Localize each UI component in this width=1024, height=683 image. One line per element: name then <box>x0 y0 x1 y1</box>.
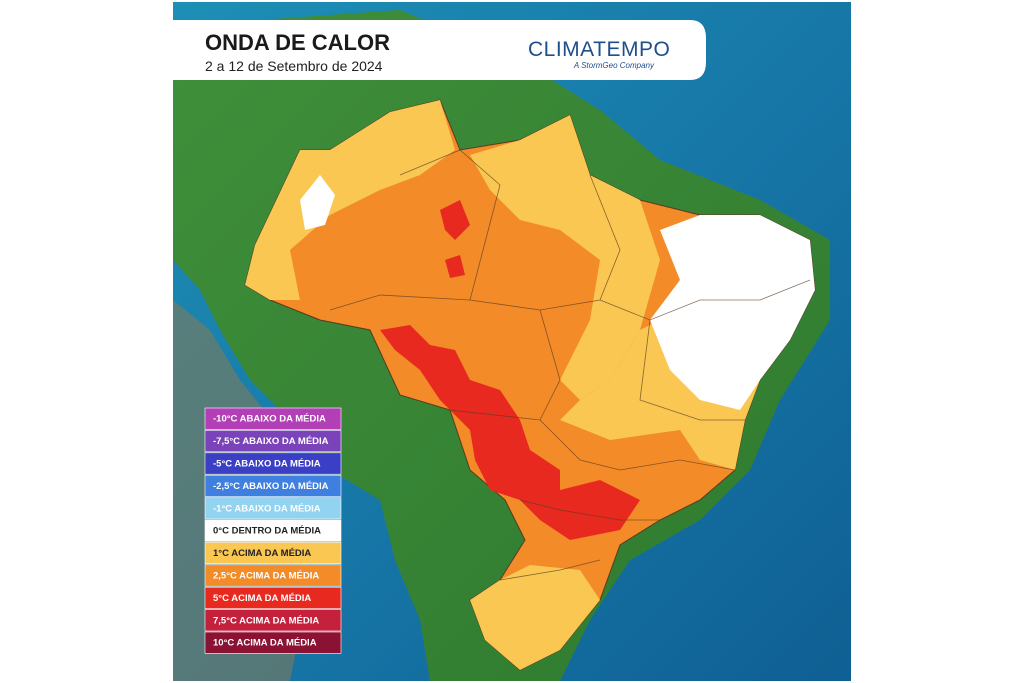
legend-swatch <box>204 586 342 609</box>
legend-swatch <box>204 519 342 542</box>
legend-swatch <box>204 474 342 497</box>
legend-label: 7,5°C ACIMA DA MÉDIA <box>213 615 319 626</box>
logo: CLIMATEMPO <box>528 38 670 61</box>
subtitle: 2 a 12 de Setembro de 2024 <box>205 58 383 74</box>
anomaly-area <box>470 565 600 670</box>
legend-label: -10°C ABAIXO DA MÉDIA <box>213 414 326 425</box>
anomaly-area <box>440 200 470 240</box>
title: ONDA DE CALOR <box>205 30 390 55</box>
legend-label: 2,5°C ACIMA DA MÉDIA <box>213 571 319 582</box>
state-borders <box>329 149 811 581</box>
legend-label: 5°C ACIMA DA MÉDIA <box>213 593 311 604</box>
anomaly-area <box>470 115 660 400</box>
anomaly-area <box>380 325 640 540</box>
legend: -10°C ABAIXO DA MÉDIA -7,5°C ABAIXO DA MÉ… <box>204 407 342 654</box>
legend-label: -5°C ABAIXO DA MÉDIA <box>213 459 321 470</box>
legend-swatch <box>204 407 342 430</box>
legend-label: -2,5°C ABAIXO DA MÉDIA <box>213 481 329 492</box>
legend-swatch <box>204 452 342 475</box>
legend-label: 1°C ACIMA DA MÉDIA <box>213 548 311 559</box>
legend-label: -7,5°C ABAIXO DA MÉDIA <box>213 436 329 447</box>
anomaly-area <box>445 255 465 278</box>
legend-swatch <box>204 542 342 565</box>
anomaly-area <box>650 215 815 410</box>
legend-label: 10°C ACIMA DA MÉDIA <box>213 638 317 649</box>
legend-swatch <box>204 631 342 654</box>
legend-swatch <box>204 497 342 520</box>
legend-swatch <box>204 564 342 587</box>
anomaly-area <box>245 100 455 300</box>
legend-label: 0°C DENTRO DA MÉDIA <box>213 526 321 537</box>
anomaly-area <box>300 175 335 230</box>
legend-swatch <box>204 609 342 632</box>
logo-tagline: A StormGeo Company <box>573 61 655 70</box>
legend-swatch <box>204 430 342 453</box>
header-box <box>173 20 706 80</box>
legend-label: -1°C ABAIXO DA MÉDIA <box>213 503 321 514</box>
